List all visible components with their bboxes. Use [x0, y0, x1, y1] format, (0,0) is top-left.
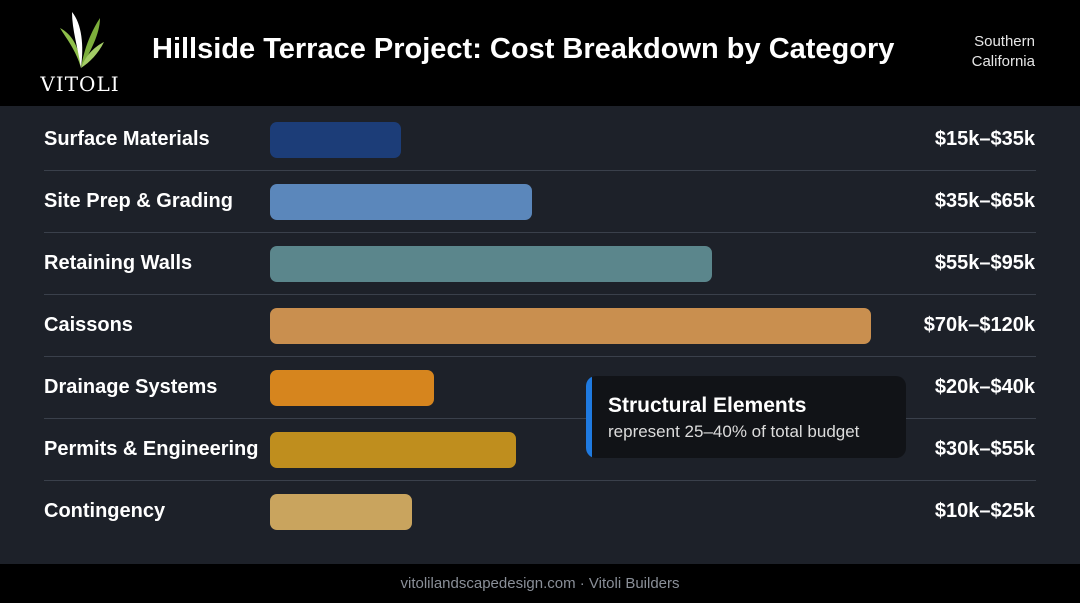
bar [270, 370, 434, 406]
value-label: $70k–$120k [923, 314, 1035, 336]
bar-row: Site Prep & Grading $35k–$65k [0, 170, 1080, 232]
bar-row: Retaining Walls $55k–$95k [0, 232, 1080, 294]
value-label: $15k–$35k [934, 128, 1035, 150]
brand-logo: VITOLI [40, 10, 120, 96]
bar [270, 494, 412, 530]
callout-text: represent 25–40% of total budget [608, 422, 860, 441]
leaf-icon [60, 12, 104, 68]
footer-text: vitolilandscapedesign.com · Vitoli Build… [400, 575, 680, 592]
callout-title: Structural Elements [608, 394, 807, 417]
row-divider [44, 480, 1036, 481]
brand-name: VITOLI [40, 72, 120, 96]
value-label: $20k–$40k [934, 376, 1035, 398]
region-line-1: Southern [974, 33, 1035, 50]
value-label: $10k–$25k [934, 500, 1035, 522]
callout-accent [586, 376, 592, 458]
category-label: Surface Materials [44, 128, 210, 150]
row-divider [44, 418, 1036, 419]
category-label: Permits & Engineering [44, 438, 259, 460]
category-label: Site Prep & Grading [44, 190, 233, 212]
bar-row: Permits & Engineering $30k–$55k [0, 418, 1080, 480]
bar [270, 122, 402, 158]
category-label: Drainage Systems [44, 376, 218, 398]
bar-row: Drainage Systems $20k–$40k [0, 356, 1080, 418]
value-label: $35k–$65k [934, 190, 1035, 212]
category-label: Caissons [44, 314, 133, 336]
footer: vitolilandscapedesign.com · Vitoli Build… [0, 564, 1080, 603]
bar [270, 308, 871, 344]
row-divider [44, 356, 1036, 357]
value-label: $55k–$95k [934, 252, 1035, 274]
row-divider [44, 232, 1036, 233]
row-divider [44, 294, 1036, 295]
region-line-2: California [971, 53, 1035, 70]
category-label: Contingency [44, 500, 166, 522]
bar [270, 184, 533, 220]
value-label: $30k–$55k [934, 438, 1035, 460]
bar [270, 432, 516, 468]
bar-row: Caissons $70k–$120k [0, 294, 1080, 356]
bar-row: Surface Materials $15k–$35k [0, 108, 1080, 170]
category-label: Retaining Walls [44, 252, 193, 274]
structural-callout: Structural Elements represent 25–40% of … [586, 376, 906, 458]
page-title: Hillside Terrace Project: Cost Breakdown… [152, 33, 895, 65]
bar [270, 246, 713, 282]
header: VITOLI Hillside Terrace Project: Cost Br… [0, 0, 1080, 106]
region-label: Southern California [915, 32, 1035, 72]
row-divider [44, 170, 1036, 171]
cost-bar-chart: Surface Materials $15k–$35k Site Prep & Gr… [0, 106, 1080, 564]
bar-row: Contingency $10k–$25k [0, 480, 1080, 542]
